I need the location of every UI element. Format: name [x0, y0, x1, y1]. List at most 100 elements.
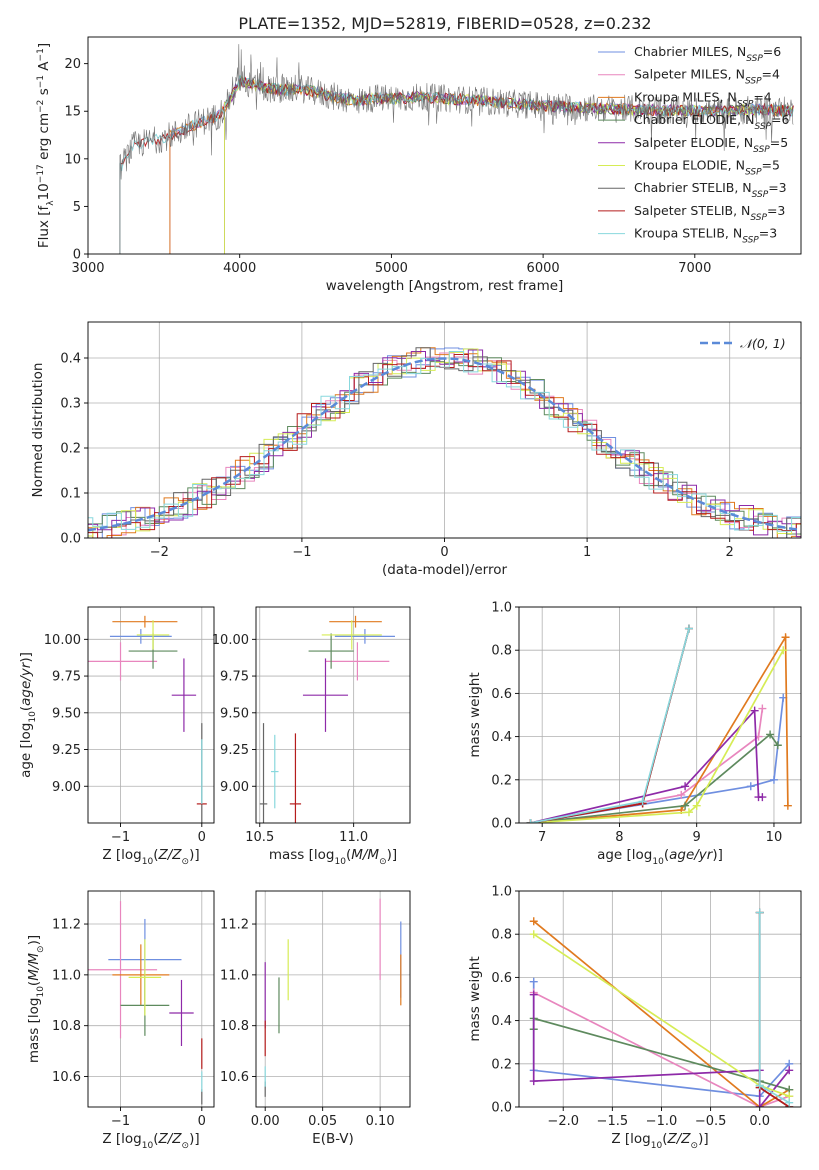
point-marker: [529, 1077, 538, 1086]
y-tick-label: 9.50: [52, 706, 81, 721]
x-axis-label: Z [log10(Z/Z⊙)]: [102, 1131, 199, 1151]
mass-weight-line-salpeter-stelib: [530, 628, 690, 823]
x-axis-label: age [log10(age/yr)]: [597, 847, 723, 867]
legend-label: Salpeter ELODIE, NSSP=5: [634, 135, 788, 155]
y-tick-label: 9.75: [220, 670, 249, 685]
x-tick-label: 6000: [527, 261, 560, 276]
y-tick-label: 0.6: [491, 971, 512, 986]
x-tick-label: 10.5: [245, 830, 274, 845]
y-tick-label: 9.00: [220, 780, 249, 795]
legend: Chabrier MILES, NSSP=6 Salpeter MILES, NS…: [598, 44, 789, 246]
y-tick-label: 0.0: [491, 1101, 512, 1116]
y-tick-label: 10.6: [220, 1070, 249, 1085]
y-tick-label: 0: [73, 248, 81, 263]
mass-weight-line-chabrier-stelib: [758, 912, 790, 1107]
point-marker: [773, 741, 782, 750]
histogram-kroupa-stelib: [88, 351, 801, 532]
point-marker: [758, 793, 767, 802]
x-tick-label: −1.0: [646, 1114, 678, 1129]
y-tick-label: 1.0: [491, 885, 512, 900]
legend-label: Salpeter STELIB, NSSP=3: [634, 203, 785, 223]
axes-frame: [255, 890, 411, 1108]
normal-curve: [88, 357, 799, 532]
point-marker: [758, 704, 767, 713]
point-marker: [750, 706, 759, 715]
x-axis-label: E(B-V): [312, 1131, 354, 1147]
x-tick-label: −1: [292, 545, 311, 560]
mass-weight-line-salpeter-miles: [530, 708, 764, 823]
point-marker: [684, 624, 693, 633]
y-axis-label: mass weight: [467, 672, 483, 757]
point-marker: [755, 908, 764, 917]
plot-area: [88, 347, 801, 538]
plot-area: [529, 908, 794, 1107]
x-tick-label: 11.0: [339, 830, 368, 845]
y-tick-label: 0.8: [491, 928, 512, 943]
point-marker: [526, 819, 535, 823]
panel-mass_vs_Z: −1 0 10.6 10.8 11.0 11.2 Z [log10(Z/Z⊙)] mass […: [26, 890, 215, 1151]
x-tick-label: 3000: [71, 261, 104, 276]
y-tick-label: 9.25: [52, 743, 81, 758]
point-marker: [755, 1081, 764, 1090]
panel-mass_weight_vs_Z: −2.0 −1.5 −1.0 −0.5 0.0 0.0 0.2 0.4 0.6 0.8 1.0 Z […: [467, 885, 802, 1151]
x-axis-label: wavelength [Angstrom, rest frame]: [326, 278, 564, 294]
panel-residuals: −2 −1 0 1 2 0.0 0.1 0.2 0.3 0.4 (data-model)/error…: [30, 321, 802, 578]
histogram-salpeter-elodie: [88, 349, 801, 538]
y-tick-label: 0.6: [491, 687, 512, 702]
x-tick-label: 0.05: [308, 1114, 337, 1129]
histogram-kroupa-miles: [88, 347, 801, 538]
x-tick-label: −0.5: [695, 1114, 727, 1129]
figure-title: PLATE=1352, MJD=52819, FIBERID=0528, z=0…: [238, 14, 651, 33]
legend-label: 𝒩(0, 1): [740, 336, 786, 351]
y-tick-label: 11.0: [52, 968, 81, 983]
point-marker: [681, 782, 690, 791]
x-tick-label: −2.0: [547, 1114, 579, 1129]
point-marker: [766, 730, 775, 739]
panel-mass_vs_ebv: 0.00 0.05 0.10 10.6 10.8 11.0 11.2 E(B-V): [220, 890, 411, 1147]
x-tick-label: 2: [726, 545, 734, 560]
y-tick-label: 1.0: [491, 601, 512, 616]
y-tick-label: 11.0: [220, 968, 249, 983]
axes-frame: [87, 606, 215, 824]
legend-label: Chabrier STELIB, NSSP=3: [634, 180, 787, 200]
y-tick-label: 0.4: [60, 352, 81, 367]
y-tick-label: 10.6: [52, 1070, 81, 1085]
x-tick-label: 0: [198, 1114, 206, 1129]
point-marker: [529, 930, 538, 939]
axes-frame: [518, 606, 802, 824]
histogram-salpeter-miles: [88, 352, 801, 538]
y-axis-label: age [log10(age/yr)]: [18, 652, 38, 778]
point-marker: [684, 808, 693, 817]
y-tick-label: 0.2: [491, 773, 512, 788]
x-tick-label: 1: [583, 545, 591, 560]
point-marker: [785, 1066, 794, 1075]
x-tick-label: 0: [198, 830, 206, 845]
panel-spectrum: 3000 4000 5000 6000 7000 0 5 10 15 20 wavelength […: [36, 36, 802, 294]
mass-weight-line-kroupa-stelib: [530, 628, 690, 823]
point-marker: [746, 782, 755, 791]
x-tick-label: 10: [766, 830, 783, 845]
y-tick-label: 0.8: [491, 644, 512, 659]
panel-mass_weight_vs_age: 7 8 9 10 0.0 0.2 0.4 0.6 0.8 1.0 age [log10(age/yr…: [467, 601, 802, 867]
x-tick-label: 0.0: [749, 1114, 770, 1129]
y-tick-label: 0.2: [60, 442, 81, 457]
point-marker: [677, 790, 686, 799]
axes-frame: [255, 606, 411, 824]
y-tick-label: 0.3: [60, 397, 81, 412]
x-tick-label: −1: [111, 1114, 130, 1129]
y-tick-label: 10.00: [212, 633, 249, 648]
point-marker: [769, 775, 778, 784]
point-marker: [529, 977, 538, 986]
plot-area: [119, 44, 794, 254]
point-marker: [681, 801, 690, 810]
y-tick-label: 11.2: [52, 918, 81, 933]
mass-weight-line-chabrier-miles: [530, 697, 785, 823]
y-tick-label: 10.8: [220, 1019, 249, 1034]
y-tick-label: 0.4: [491, 730, 512, 745]
point-marker: [692, 801, 701, 810]
mass-weight-line-salpeter-stelib: [758, 912, 790, 1107]
mass-weight-line-kroupa-elodie: [530, 649, 784, 823]
x-tick-label: −2: [150, 545, 169, 560]
y-tick-label: 0.4: [491, 1014, 512, 1029]
